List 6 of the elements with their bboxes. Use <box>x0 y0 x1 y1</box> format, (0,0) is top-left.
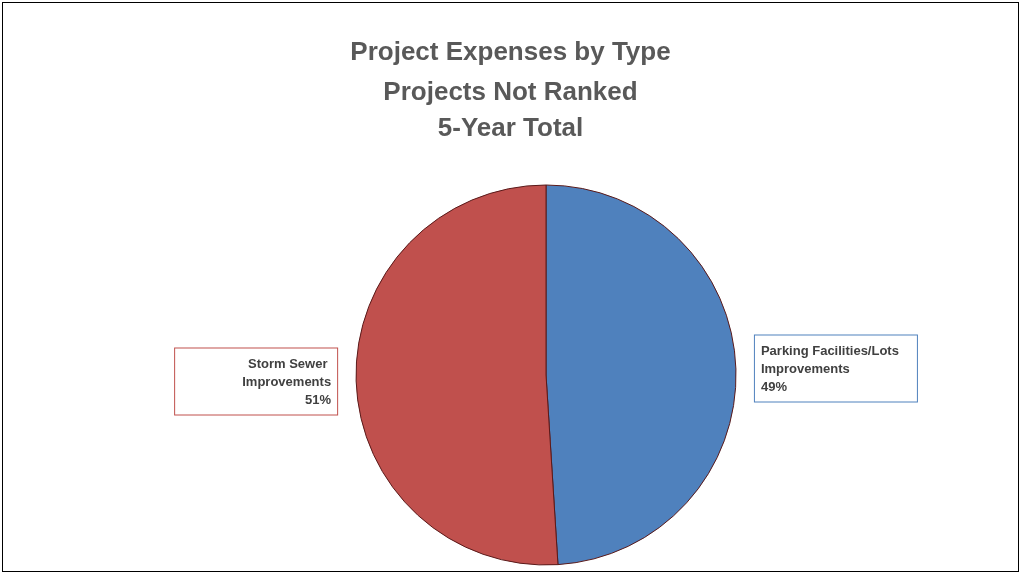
chart-subtitle: Projects Not Ranked 5-Year Total <box>383 76 638 142</box>
slice-label: Storm Sewer Improvements <box>242 355 332 389</box>
chart-title: Project Expenses by Type <box>350 36 671 66</box>
slice-label: Parking Facilities/Lots Improvements <box>760 343 903 377</box>
data-label: 49% <box>760 379 788 395</box>
data-label: 51% <box>305 391 332 407</box>
